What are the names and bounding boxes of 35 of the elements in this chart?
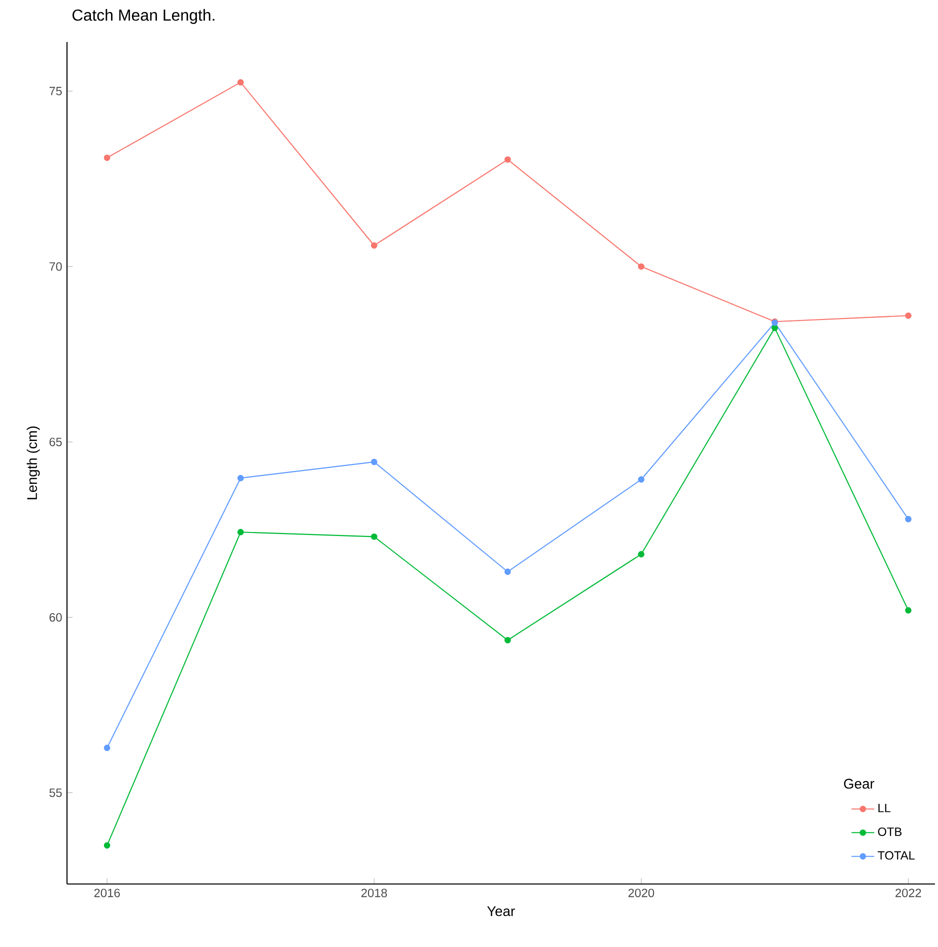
y-tick-label: 55 xyxy=(49,788,62,797)
point xyxy=(370,458,378,466)
point xyxy=(638,551,644,558)
x-tick-label: 2022 xyxy=(896,888,922,898)
point xyxy=(504,636,511,644)
point xyxy=(772,324,778,332)
point xyxy=(504,568,511,575)
point xyxy=(237,528,244,536)
legend-label: TOTAL xyxy=(878,851,915,860)
chart-title: Catch Mean Length. xyxy=(72,9,214,24)
point xyxy=(104,842,110,849)
point xyxy=(504,156,511,163)
y-tick-label: 70 xyxy=(50,262,62,271)
point xyxy=(370,242,378,249)
point xyxy=(237,474,244,482)
legend-label: OTB xyxy=(878,827,902,836)
y-tick-label: 65 xyxy=(50,438,62,446)
point xyxy=(104,154,110,161)
point xyxy=(905,607,912,614)
y-axis-title: Length (cm) xyxy=(26,426,40,500)
x-axis-title: Year xyxy=(487,906,515,916)
point xyxy=(638,476,644,483)
point xyxy=(104,744,110,752)
x-tick-label: 2016 xyxy=(94,888,120,898)
legend-label: LL xyxy=(878,804,890,812)
point xyxy=(638,263,644,270)
x-tick-label: 2018 xyxy=(361,888,387,898)
legend-title: Gear xyxy=(844,778,874,789)
y-tick-label: 60 xyxy=(50,613,62,622)
point xyxy=(237,79,244,86)
point xyxy=(370,533,378,540)
y-tick-label: 75 xyxy=(50,86,62,96)
point xyxy=(905,516,912,522)
point xyxy=(905,312,912,319)
x-tick-label: 2020 xyxy=(628,888,654,898)
